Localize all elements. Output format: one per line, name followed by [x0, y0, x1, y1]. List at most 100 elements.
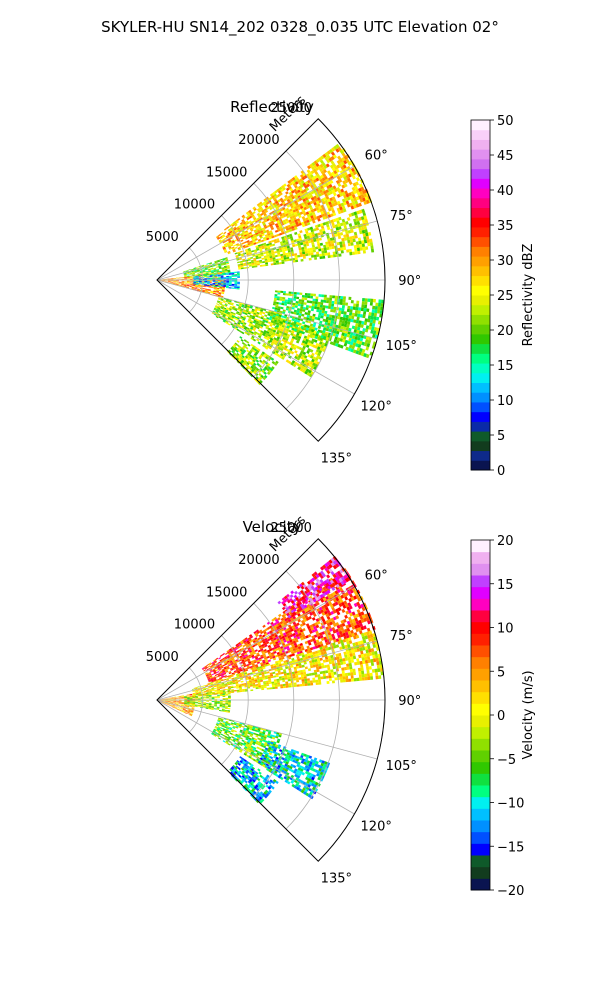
echo-cell — [226, 241, 230, 245]
echo-cell — [365, 235, 370, 240]
echo-cell — [258, 201, 263, 205]
echo-cell — [357, 310, 361, 315]
echo-cell — [194, 274, 198, 276]
echo-cell — [181, 281, 185, 282]
echo-cell — [162, 700, 166, 702]
echo-cell — [167, 701, 171, 703]
echo-cell — [270, 233, 274, 237]
echo-cell — [300, 170, 305, 175]
echo-cell — [252, 338, 257, 342]
echo-cell — [197, 271, 201, 273]
echo-cell — [326, 150, 331, 155]
echo-cell — [321, 177, 326, 182]
colorbar-segment — [471, 207, 490, 218]
echo-cell — [170, 281, 174, 283]
echo-cell — [227, 703, 231, 705]
echo-cell — [238, 236, 243, 240]
echo-cell — [359, 337, 364, 342]
echo-cell — [325, 189, 330, 194]
echo-cell — [210, 270, 214, 272]
echo-cell — [283, 316, 287, 319]
echo-cell — [267, 357, 271, 362]
echo-cell — [202, 288, 206, 290]
echo-cell — [223, 249, 227, 252]
echo-cell — [353, 319, 357, 323]
echo-cell — [339, 206, 343, 211]
echo-cell — [218, 293, 222, 296]
echo-cell — [246, 354, 250, 358]
echo-cell — [246, 253, 250, 256]
radial-tick-label: 20000 — [238, 133, 279, 148]
echo-cell — [245, 250, 249, 253]
echo-cell — [253, 259, 257, 262]
echo-cell — [363, 304, 368, 309]
echo-cell — [272, 212, 276, 216]
echo-cell — [335, 340, 340, 344]
echo-cell — [302, 218, 307, 222]
echo-cell — [358, 351, 362, 356]
echo-cell — [214, 273, 217, 275]
echo-cell — [348, 180, 353, 185]
echo-cell — [295, 259, 299, 263]
echo-cell — [268, 252, 272, 255]
echo-cell — [299, 308, 303, 312]
grid-spoke — [156, 279, 355, 395]
echo-cell — [243, 221, 247, 225]
echo-cell — [226, 313, 230, 317]
echo-cell — [196, 289, 200, 291]
echo-cell — [350, 198, 355, 203]
echo-cell — [216, 287, 220, 290]
echo-cell — [331, 243, 335, 247]
echo-cell — [220, 295, 224, 298]
echo-cell — [239, 348, 243, 352]
echo-cell — [239, 226, 243, 229]
echo-cell — [170, 702, 174, 704]
echo-cell — [197, 286, 201, 288]
echo-cell — [220, 298, 224, 301]
echo-cell — [167, 698, 171, 699]
echo-cell — [263, 208, 267, 212]
echo-cell — [296, 338, 301, 342]
echo-cell — [339, 298, 343, 303]
echo-cell — [220, 275, 224, 277]
echo-cell — [311, 166, 315, 171]
echo-cell — [250, 325, 254, 329]
echo-cell — [293, 211, 298, 215]
echo-cell — [246, 340, 250, 344]
echo-cell — [193, 277, 197, 278]
echo-cell — [272, 314, 276, 318]
echo-cell — [217, 696, 220, 698]
echo-cell — [311, 211, 316, 216]
echo-cell — [266, 252, 270, 256]
echo-cell — [212, 276, 216, 278]
echo-cell — [233, 227, 237, 231]
echo-cell — [303, 194, 308, 199]
echo-cell — [266, 198, 271, 202]
echo-cell — [224, 321, 228, 325]
echo-cell — [304, 181, 309, 185]
echo-cell — [349, 306, 354, 310]
echo-cell — [186, 273, 190, 275]
echo-cell — [242, 216, 246, 220]
echo-cell — [249, 227, 253, 231]
echo-cell — [188, 271, 192, 273]
echo-cell — [265, 251, 269, 254]
echo-cell — [317, 165, 322, 170]
echo-cell — [274, 254, 278, 258]
echo-cell — [276, 188, 281, 192]
echo-cell — [359, 190, 364, 196]
echo-cell — [310, 364, 315, 369]
echo-cell — [324, 175, 328, 180]
echo-cell — [313, 164, 318, 169]
echo-cell — [198, 700, 201, 702]
echo-cell — [176, 278, 179, 279]
echo-cell — [272, 303, 276, 306]
echo-cell — [346, 217, 351, 221]
echo-cell — [159, 701, 163, 703]
echo-cell — [220, 299, 224, 302]
echo-cell — [196, 269, 200, 272]
echo-cell — [219, 270, 223, 273]
echo-cell — [218, 297, 222, 300]
echo-cell — [240, 223, 244, 227]
echo-cell — [294, 190, 299, 195]
